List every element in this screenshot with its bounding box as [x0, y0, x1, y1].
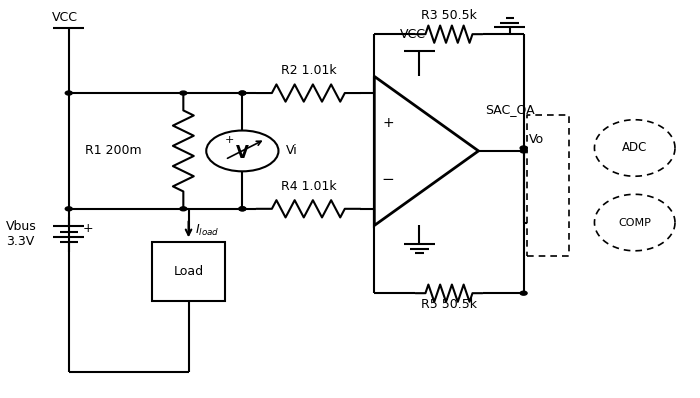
Text: V: V: [236, 144, 248, 162]
Text: SAC_OA: SAC_OA: [485, 103, 535, 117]
Text: $I_{load}$: $I_{load}$: [195, 223, 220, 238]
Circle shape: [180, 207, 187, 211]
Text: Vi: Vi: [286, 144, 298, 158]
Text: VCC: VCC: [400, 28, 426, 41]
Text: R3 50.5k: R3 50.5k: [421, 10, 477, 22]
Text: Vo: Vo: [529, 133, 545, 146]
Text: Vbus
3.3V: Vbus 3.3V: [6, 220, 37, 248]
Text: +: +: [225, 135, 234, 145]
Circle shape: [239, 207, 246, 211]
Text: +: +: [83, 222, 94, 235]
Circle shape: [520, 291, 527, 295]
Circle shape: [65, 91, 72, 95]
Circle shape: [239, 91, 246, 95]
Text: R1 200m: R1 200m: [85, 144, 141, 158]
Text: R5 50.5k: R5 50.5k: [421, 298, 477, 311]
Text: Load: Load: [174, 265, 204, 278]
Text: ADC: ADC: [622, 141, 648, 154]
Circle shape: [239, 207, 246, 211]
Text: VCC: VCC: [52, 12, 78, 24]
Circle shape: [65, 207, 72, 211]
Circle shape: [180, 91, 187, 95]
Text: −: −: [382, 172, 395, 187]
Text: R4 1.01k: R4 1.01k: [281, 180, 336, 193]
Text: R2 1.01k: R2 1.01k: [281, 64, 336, 77]
Circle shape: [239, 91, 246, 95]
Circle shape: [520, 149, 527, 153]
Circle shape: [520, 146, 527, 150]
Text: +: +: [382, 115, 394, 130]
Text: COMP: COMP: [618, 218, 651, 228]
